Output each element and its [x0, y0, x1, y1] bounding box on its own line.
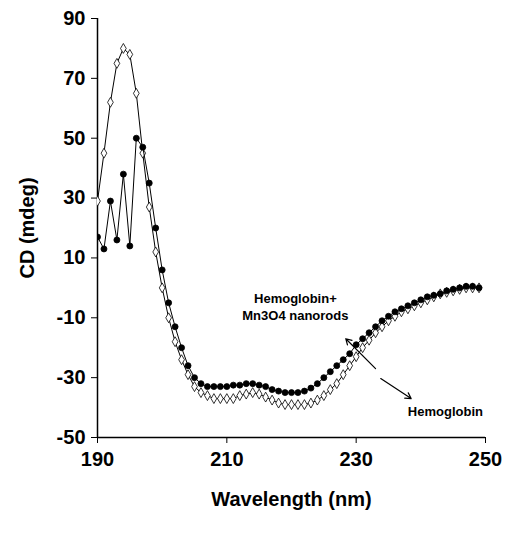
- svg-text:10: 10: [63, 246, 85, 268]
- svg-text:210: 210: [210, 448, 243, 470]
- svg-text:70: 70: [63, 67, 85, 89]
- svg-text:Wavelength (nm): Wavelength (nm): [211, 488, 371, 510]
- svg-text:230: 230: [339, 448, 372, 470]
- svg-text:50: 50: [63, 127, 85, 149]
- svg-text:Hemoglobin: Hemoglobin: [408, 404, 483, 419]
- svg-text:-10: -10: [57, 306, 86, 328]
- svg-text:250: 250: [469, 448, 502, 470]
- svg-text:CD (mdeg): CD (mdeg): [16, 177, 38, 278]
- svg-text:90: 90: [63, 7, 85, 29]
- svg-text:Hemoglobin+Mn3O4 nanorods: Hemoglobin+Mn3O4 nanorods: [242, 291, 348, 323]
- svg-text:30: 30: [63, 186, 85, 208]
- svg-text:-30: -30: [57, 366, 86, 388]
- svg-text:-50: -50: [57, 426, 86, 448]
- svg-text:190: 190: [81, 448, 114, 470]
